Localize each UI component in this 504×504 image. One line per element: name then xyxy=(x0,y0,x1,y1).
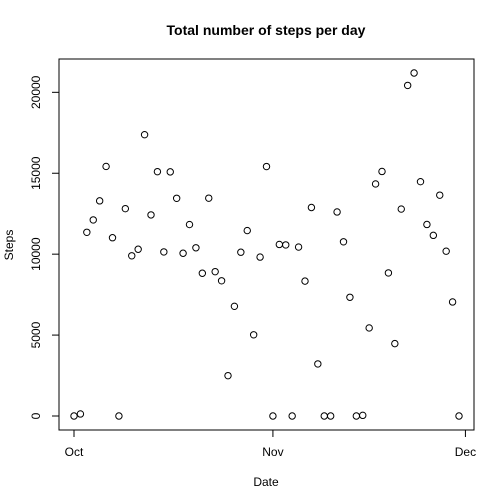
data-point xyxy=(102,162,110,171)
y-tick-label: 5000 xyxy=(29,321,43,348)
data-point xyxy=(134,245,142,253)
data-point xyxy=(282,241,290,249)
data-point xyxy=(121,204,130,213)
y-axis: 0 5000 10000 15000 20000 xyxy=(29,75,60,419)
data-point xyxy=(83,228,91,236)
data-point xyxy=(140,130,149,139)
data-point xyxy=(442,247,450,255)
data-point xyxy=(339,238,348,246)
data-point xyxy=(198,269,207,277)
data-point xyxy=(128,252,136,260)
data-point xyxy=(359,411,367,420)
data-point xyxy=(224,371,232,380)
data-point xyxy=(237,248,245,256)
data-point xyxy=(166,168,174,176)
data-point xyxy=(217,277,226,285)
data-point xyxy=(294,243,303,251)
y-tick-label: 15000 xyxy=(29,156,43,190)
data-point xyxy=(403,81,412,90)
data-point xyxy=(365,324,373,332)
data-point xyxy=(108,234,117,242)
data-point xyxy=(307,203,316,212)
data-point xyxy=(397,205,405,213)
data-point xyxy=(346,293,354,301)
data-point xyxy=(230,302,239,311)
data-point xyxy=(269,412,277,420)
x-axis-title: Date xyxy=(253,475,279,489)
data-point xyxy=(147,211,155,219)
data-point xyxy=(115,412,123,420)
data-point xyxy=(301,277,309,285)
y-tick-label: 20000 xyxy=(29,75,43,109)
data-point xyxy=(256,253,264,261)
data-point xyxy=(192,244,200,252)
data-point xyxy=(275,240,284,249)
y-tick-label: 10000 xyxy=(29,237,43,271)
data-point xyxy=(429,231,438,240)
x-tick-label: Nov xyxy=(262,445,283,459)
data-point xyxy=(455,412,463,420)
data-point xyxy=(378,167,386,176)
data-point xyxy=(288,412,296,420)
y-axis-title: Steps xyxy=(2,230,16,261)
plot-frame xyxy=(58,58,475,431)
data-point xyxy=(384,269,393,277)
data-point xyxy=(371,180,380,188)
data-point xyxy=(326,412,335,420)
data-point xyxy=(314,360,322,368)
data-point xyxy=(211,267,219,276)
data-point xyxy=(70,412,78,420)
data-point xyxy=(410,69,418,77)
data-point xyxy=(179,249,187,257)
data-point xyxy=(160,248,168,256)
data-point xyxy=(416,177,425,186)
data-point xyxy=(95,197,104,205)
data-point xyxy=(205,194,213,202)
data-points xyxy=(70,69,463,420)
data-point xyxy=(249,331,258,339)
data-point xyxy=(436,191,444,199)
data-point xyxy=(89,216,97,224)
data-point xyxy=(262,162,271,171)
data-point xyxy=(352,412,361,420)
data-point xyxy=(172,194,181,202)
data-point xyxy=(448,298,457,306)
x-axis: Oct Nov Dec xyxy=(65,429,476,459)
data-point xyxy=(185,220,194,229)
data-point xyxy=(391,339,399,348)
chart-title: Total number of steps per day xyxy=(167,22,366,38)
data-point xyxy=(153,167,162,176)
data-point xyxy=(423,220,431,229)
data-point xyxy=(320,412,328,420)
data-point xyxy=(333,208,341,216)
y-tick-label: 0 xyxy=(29,412,43,419)
x-tick-label: Dec xyxy=(455,445,476,459)
data-point xyxy=(243,226,251,235)
data-point xyxy=(76,410,85,418)
x-tick-label: Oct xyxy=(65,445,84,459)
